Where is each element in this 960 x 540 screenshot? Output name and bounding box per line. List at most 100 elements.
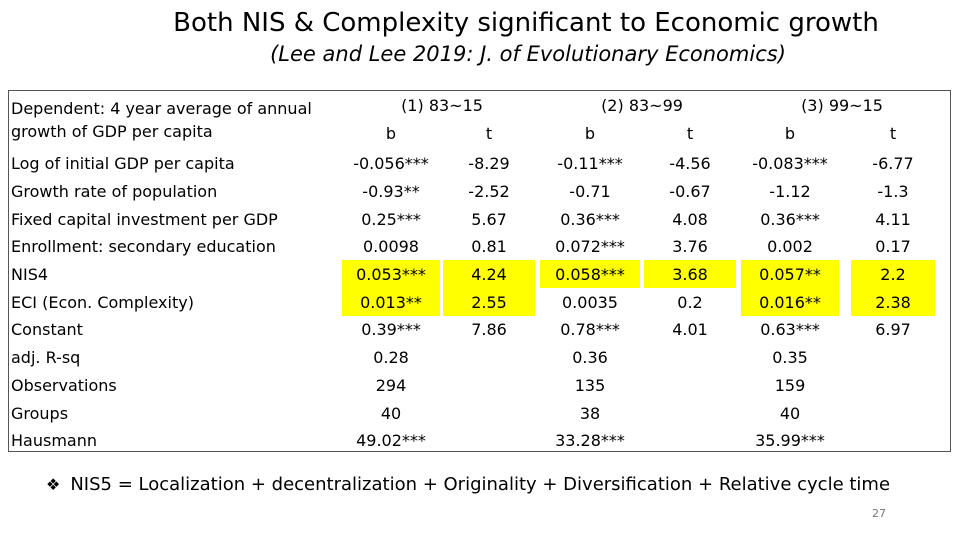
table-cell: 294 xyxy=(375,375,407,395)
table-row: Enrollment: secondary education 0.0098 0.8… xyxy=(9,232,950,260)
column-header-t-2: t xyxy=(686,123,694,143)
table-cell xyxy=(851,371,935,399)
table-cell: -1.3 xyxy=(877,181,909,201)
table-cell: 4.11 xyxy=(875,209,911,229)
table-cell xyxy=(644,399,736,427)
table-cell: 0.36*** xyxy=(560,209,620,229)
row-label: Log of initial GDP per capita xyxy=(11,153,235,173)
table-row: Constant 0.39*** 7.86 0.78*** 4.01 0.63*** 6.9… xyxy=(9,315,950,343)
row-label: Growth rate of population xyxy=(11,181,218,201)
table-cell xyxy=(443,343,535,371)
slide-title: Both NIS & Complexity significant to Eco… xyxy=(173,8,879,38)
table-row: Observations 294 135 159 xyxy=(9,371,950,399)
table-cell xyxy=(644,426,736,454)
table-cell: 0.17 xyxy=(875,236,911,256)
model-header-2: (2) 83~99 xyxy=(601,95,683,115)
column-header-t-3: t xyxy=(889,123,897,143)
model-header-3: (3) 99~15 xyxy=(801,95,883,115)
column-header-b-2: b xyxy=(584,123,596,143)
table-row: Groups 40 38 40 xyxy=(9,399,950,427)
table-cell: 4.08 xyxy=(672,209,708,229)
table-cell xyxy=(644,371,736,399)
row-label: NIS4 xyxy=(11,264,49,284)
slide-subtitle: (Lee and Lee 2019: J. of Evolutionary Ec… xyxy=(270,42,786,66)
table-cell: 35.99*** xyxy=(755,430,825,450)
model-header-1: (1) 83~15 xyxy=(401,95,483,115)
row-label: Constant xyxy=(11,319,83,339)
table-cell: 3.68 xyxy=(644,260,736,288)
table-cell: 159 xyxy=(774,375,806,395)
table-cell: 2.55 xyxy=(443,288,535,316)
table-cell: -0.71 xyxy=(569,181,611,201)
table-cell: 0.053*** xyxy=(342,260,440,288)
nis5-note: ❖ NIS5 = Localization + decentralization… xyxy=(46,474,891,495)
table-cell: 0.2 xyxy=(677,292,703,312)
regression-table: Dependent: 4 year average of annual grow… xyxy=(8,90,951,452)
table-cell: 7.86 xyxy=(471,319,507,339)
table-cell xyxy=(851,426,935,454)
table-cell: -0.083*** xyxy=(752,153,828,173)
table-cell: 0.058*** xyxy=(540,260,640,288)
table-cell: -4.56 xyxy=(669,153,711,173)
table-cell: 0.36 xyxy=(572,347,608,367)
table-cell: -2.52 xyxy=(468,181,510,201)
table-cell: -0.67 xyxy=(669,181,711,201)
row-label: Enrollment: secondary education xyxy=(11,236,276,256)
row-label: ECI (Econ. Complexity) xyxy=(11,292,194,312)
table-cell xyxy=(443,371,535,399)
table-cell: 0.0098 xyxy=(363,236,419,256)
table-cell: 0.78*** xyxy=(560,319,620,339)
row-label: Groups xyxy=(11,403,69,423)
table-cell: 0.016** xyxy=(741,288,839,316)
table-cell: 2.2 xyxy=(851,260,935,288)
table-cell: 0.002 xyxy=(767,236,813,256)
table-row: Growth rate of population -0.93** -2.52 -0.… xyxy=(9,177,950,205)
diamond-bullet-icon: ❖ xyxy=(46,475,61,494)
table-cell xyxy=(443,399,535,427)
table-row: ECI (Econ. Complexity) 0.013** 2.55 0.0035 0… xyxy=(9,288,950,316)
table-cell: 4.24 xyxy=(443,260,535,288)
table-row: Fixed capital investment per GDP 0.25*** 5… xyxy=(9,205,950,233)
column-header-b-3: b xyxy=(784,123,796,143)
row-label: Observations xyxy=(11,375,117,395)
table-cell: 2.38 xyxy=(851,288,935,316)
table-cell: 40 xyxy=(779,403,801,423)
table-cell: 0.0035 xyxy=(562,292,618,312)
table-cell: 0.35 xyxy=(772,347,808,367)
row-label: Fixed capital investment per GDP xyxy=(11,209,278,229)
column-header-t-1: t xyxy=(485,123,493,143)
table-cell: 0.36*** xyxy=(760,209,820,229)
table-cell: 0.63*** xyxy=(760,319,820,339)
table-cell: 0.28 xyxy=(373,347,409,367)
table-cell xyxy=(644,343,736,371)
table-cell xyxy=(851,399,935,427)
table-cell: 0.072*** xyxy=(555,236,625,256)
table-cell: -8.29 xyxy=(468,153,510,173)
table-cell: -0.056*** xyxy=(353,153,429,173)
table-cell: 33.28*** xyxy=(555,430,625,450)
table-cell: 0.013** xyxy=(342,288,440,316)
table-row: Hausmann 49.02*** 33.28*** 35.99*** xyxy=(9,426,950,454)
table-cell: 3.76 xyxy=(672,236,708,256)
table-cell xyxy=(443,426,535,454)
table-cell: -6.77 xyxy=(872,153,914,173)
column-header-b-1: b xyxy=(385,123,397,143)
table-cell: 4.01 xyxy=(672,319,708,339)
table-cell: 6.97 xyxy=(875,319,911,339)
dependent-variable-label: Dependent: 4 year average of annual grow… xyxy=(11,99,312,141)
table-cell: 40 xyxy=(380,403,402,423)
table-row: NIS4 0.053*** 4.24 0.058*** 3.68 0.057** 2.2 xyxy=(9,260,950,288)
table-cell: 0.25*** xyxy=(361,209,421,229)
table-cell xyxy=(851,343,935,371)
table-cell: -0.93** xyxy=(362,181,420,201)
table-row: adj. R-sq 0.28 0.36 0.35 xyxy=(9,343,950,371)
table-cell: 38 xyxy=(579,403,601,423)
table-cell: 49.02*** xyxy=(356,430,426,450)
page-number: 27 xyxy=(872,507,886,520)
table-cell: 135 xyxy=(574,375,606,395)
row-label: Hausmann xyxy=(11,430,97,450)
table-cell: 0.81 xyxy=(471,236,507,256)
table-cell: 5.67 xyxy=(471,209,507,229)
row-label: adj. R-sq xyxy=(11,347,81,367)
table-cell: 0.39*** xyxy=(361,319,421,339)
